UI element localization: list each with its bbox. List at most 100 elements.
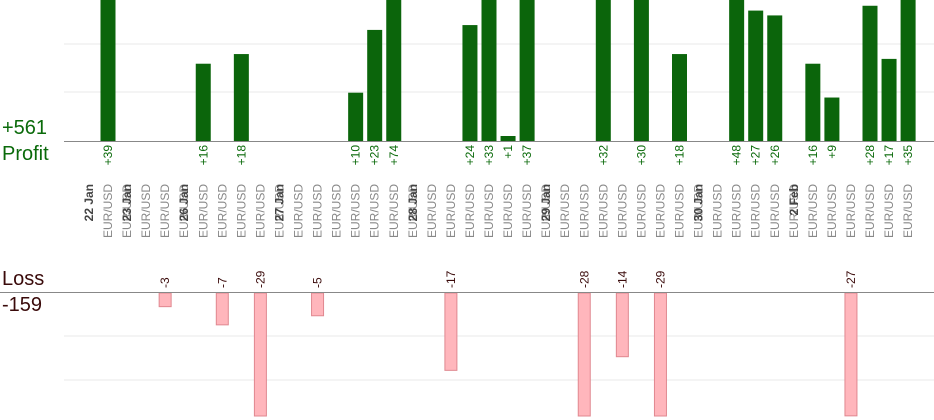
symbol-label: EUR/USD (825, 184, 839, 238)
profit-value-label: +32 (596, 145, 610, 166)
profit-value-label: +9 (825, 145, 839, 159)
profit-bar (805, 63, 821, 141)
symbol-label: EUR/USD (520, 184, 534, 238)
profit-bar (500, 136, 516, 141)
symbol-label: EUR/USD (196, 184, 210, 238)
date-label: 29 Jan (539, 184, 553, 221)
profit-value-label: +48 (730, 145, 744, 166)
loss-value-label: -5 (311, 277, 325, 288)
profit-bar (881, 58, 897, 141)
profit-bar (729, 0, 745, 141)
symbol-label: EUR/USD (806, 184, 820, 238)
profit-value-label: +37 (520, 145, 534, 166)
date-label: 26 Jan (177, 184, 191, 221)
symbol-label: EUR/USD (158, 184, 172, 238)
symbol-label: EUR/USD (482, 184, 496, 238)
loss-label: Loss (2, 268, 45, 290)
profit-bar (462, 25, 478, 141)
symbol-label: EUR/USD (730, 184, 744, 238)
loss-value-label: -28 (577, 270, 591, 288)
date-label: 22 Jan (82, 184, 96, 221)
symbol-label: EUR/USD (882, 184, 896, 238)
profit-bar (633, 0, 649, 141)
profit-bar (672, 54, 687, 142)
profit-value-label: +17 (882, 145, 896, 166)
profit-bar (595, 0, 611, 141)
symbol-label: EUR/USD (234, 184, 248, 238)
date-label: 30 Jan (692, 184, 706, 221)
profit-value-label: +30 (634, 145, 648, 166)
loss-value-label: -3 (158, 277, 172, 288)
symbol-label: EUR/USD (787, 184, 801, 238)
loss-bar (158, 292, 172, 308)
symbol-label: EUR/USD (177, 184, 191, 238)
date-label: 2 Feb (787, 184, 801, 215)
loss-bar (311, 292, 325, 317)
loss-value-label: -29 (653, 270, 667, 288)
symbol-label: EUR/USD (253, 184, 267, 238)
loss-bar (444, 292, 458, 371)
profit-value-label: +16 (806, 145, 820, 166)
symbol-label: EUR/USD (120, 184, 134, 238)
profit-bar (824, 97, 840, 141)
axes (0, 141, 934, 293)
loss-value-label: -29 (253, 270, 267, 288)
symbol-label: EUR/USD (292, 184, 306, 238)
profit-bar (195, 63, 211, 141)
profit-value-label: +27 (749, 145, 763, 166)
symbol-label: EUR/USD (444, 184, 458, 238)
symbol-label: EUR/USD (368, 184, 382, 238)
symbol-label: EUR/USD (615, 184, 629, 238)
symbol-label: EUR/USD (844, 184, 858, 238)
loss-value-label: -14 (615, 270, 629, 288)
date-label: 28 Jan (406, 184, 420, 221)
symbol-label: EUR/USD (387, 184, 401, 238)
loss-value-label: -17 (444, 270, 458, 288)
profit-bar (862, 5, 878, 142)
symbol-label: EUR/USD (901, 184, 915, 238)
profit-bar (367, 29, 383, 141)
symbol-label: EUR/USD (330, 184, 344, 238)
symbol-label: EUR/USD (539, 184, 553, 238)
symbol-label: EUR/USD (577, 184, 591, 238)
profit-value-label: +18 (673, 145, 687, 166)
symbol-label: EUR/USD (215, 184, 229, 238)
profit-bar (748, 10, 764, 142)
profit-bar (519, 0, 535, 141)
profit-value-label: +18 (234, 145, 248, 166)
profit-value-label: +1 (501, 145, 515, 159)
symbol-label: EUR/USD (101, 184, 115, 238)
profit-value-label: +74 (387, 145, 401, 166)
symbol-label: EUR/USD (596, 184, 610, 238)
symbol-label: EUR/USD (863, 184, 877, 238)
profit-bar (233, 54, 249, 142)
profit-bar (900, 0, 916, 141)
profit-value-label: +35 (901, 145, 915, 166)
profit-total: +561 (2, 117, 48, 139)
profit-value-label: +28 (863, 145, 877, 166)
profit-value-label: +23 (368, 145, 382, 166)
symbol-label: EUR/USD (634, 184, 648, 238)
date-label: 23 Jan (120, 184, 134, 221)
profit-label: Profit (2, 143, 49, 165)
profit-value-label: +24 (463, 145, 477, 166)
symbol-label: EUR/USD (349, 184, 363, 238)
date-label: 27 Jan (272, 184, 286, 221)
symbol-label: EUR/USD (673, 184, 687, 238)
profit-value-label: +16 (196, 145, 210, 166)
grid-lines (64, 43, 934, 381)
loss-value-label: -27 (844, 270, 858, 288)
symbol-label: EUR/USD (311, 184, 325, 238)
symbol-label: EUR/USD (272, 184, 286, 238)
loss-bar (653, 292, 667, 417)
loss-bar (215, 292, 229, 326)
profit-value-label: +33 (482, 145, 496, 166)
symbol-label: EUR/USD (501, 184, 515, 238)
value-labels: +39 -3 +16 -7 +18 -29 -5 +10 +23 +74 -17 +24 +33 +1 +3… (101, 145, 915, 288)
bars (100, 0, 916, 417)
symbol-label: EUR/USD (711, 184, 725, 238)
loss-value-label: -7 (215, 277, 229, 288)
symbol-label: EUR/USD (768, 184, 782, 238)
